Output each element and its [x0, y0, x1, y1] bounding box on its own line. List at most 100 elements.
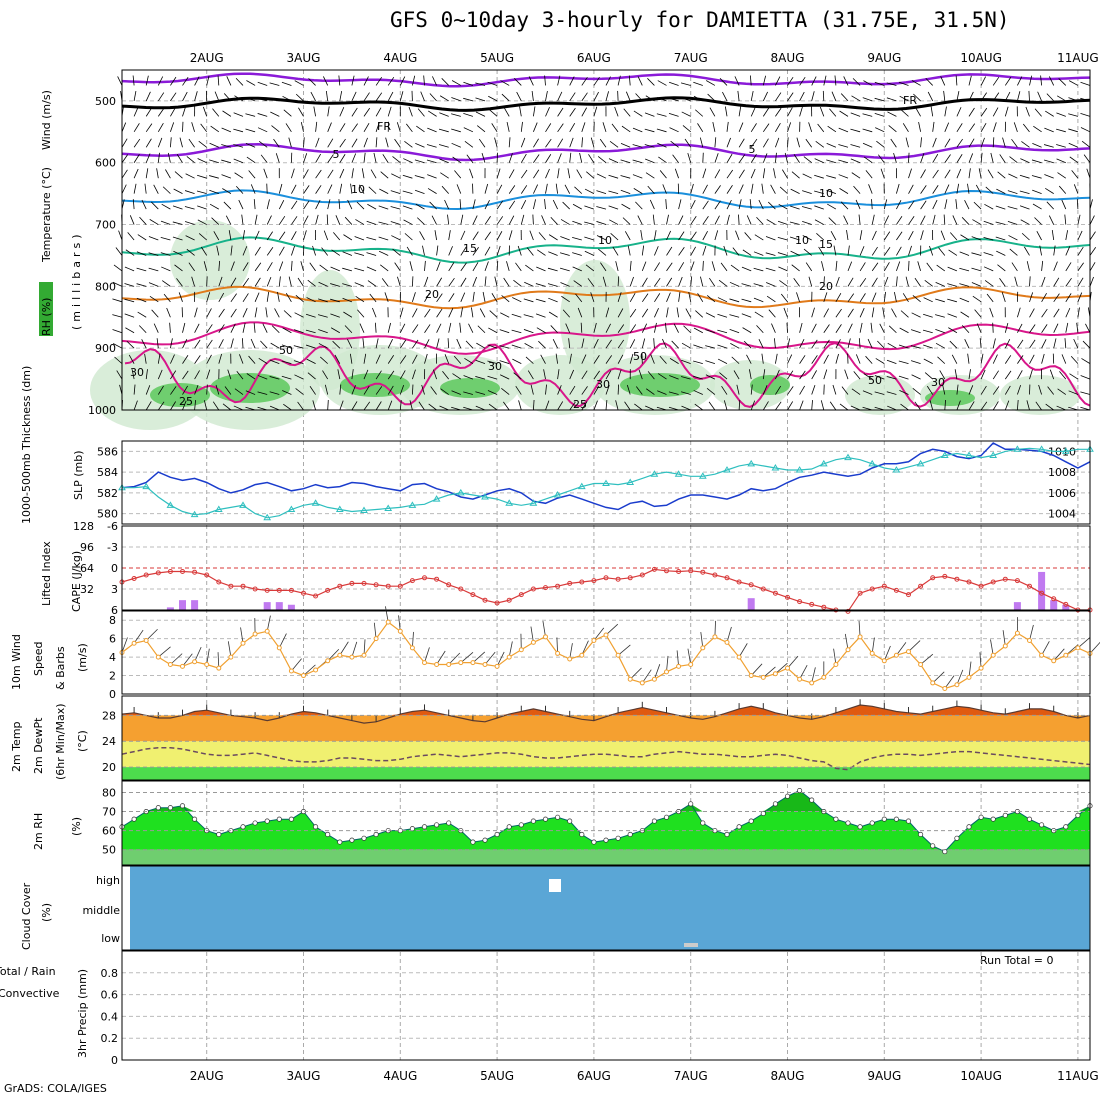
- wind-barb: [791, 264, 800, 272]
- lifted-index-point: [942, 573, 948, 579]
- wind-barb: [859, 293, 866, 303]
- wind-barb: [269, 391, 280, 395]
- wind-barb: [242, 246, 248, 256]
- wind-barb: [436, 338, 440, 349]
- lifted-index-point: [397, 583, 403, 589]
- wind-barb: [935, 342, 945, 349]
- wind-barb: [802, 190, 812, 195]
- date-label-top: 9AUG: [867, 51, 901, 65]
- rh-point: [313, 824, 319, 830]
- wind-barb: [409, 400, 413, 411]
- wind-barb: [910, 360, 921, 365]
- wind-barb: [133, 384, 136, 395]
- wind-barb: [242, 338, 244, 349]
- wind-barb: [726, 137, 731, 148]
- wind-barb: [815, 141, 825, 148]
- wind-barb: [803, 248, 812, 256]
- wind-barb: [1077, 277, 1084, 287]
- wind-barb: [533, 154, 540, 163]
- wind-barb: [456, 338, 462, 349]
- thickness-point: [626, 478, 635, 485]
- wind-barb: [964, 199, 970, 210]
- wind-barb: [245, 97, 256, 102]
- wind-barb: [823, 308, 829, 318]
- wind-barb: [307, 372, 316, 380]
- wind-barb: [318, 281, 328, 287]
- wind-barb: [706, 388, 716, 395]
- wind-barb: [668, 391, 679, 395]
- wind-barb: [1022, 123, 1030, 133]
- wind-barb: [850, 112, 861, 117]
- wind-barb: [170, 137, 172, 148]
- wind-barb: [835, 339, 841, 349]
- wind-barb: [629, 324, 637, 333]
- wind-barb: [310, 91, 316, 102]
- wind-barb-10m: [687, 648, 692, 665]
- wind-barb: [392, 248, 401, 256]
- wind-barb: [871, 246, 878, 256]
- wind-barb: [569, 401, 576, 411]
- date-label-bottom: 7AUG: [674, 1069, 708, 1083]
- wind-barb: [520, 137, 526, 148]
- wind-barb: [248, 170, 256, 179]
- wind-barb: [1053, 323, 1059, 333]
- wind-barb: [726, 121, 729, 132]
- wind-barb: [399, 355, 407, 364]
- wind-barb: [614, 106, 619, 117]
- wind-barb: [608, 190, 619, 195]
- wind-barb: [822, 90, 825, 101]
- wind-barb: [1049, 369, 1055, 380]
- wind-barb: [644, 144, 655, 148]
- wind-barb: [203, 400, 208, 411]
- wind-barb: [787, 401, 794, 411]
- rh-band-low: [122, 849, 1090, 865]
- wind-speed-point: [494, 663, 500, 669]
- lifted-index-point: [676, 569, 682, 574]
- rh-point: [530, 818, 536, 824]
- wind-barb: [323, 230, 329, 241]
- wind-barb: [489, 310, 498, 318]
- rh-point: [192, 816, 198, 822]
- wind-barb: [327, 106, 330, 117]
- wind-barb: [654, 322, 657, 333]
- wind-barb: [484, 200, 490, 210]
- wind-barb: [641, 338, 646, 349]
- wind-barb: [263, 168, 268, 179]
- date-label-bottom: 8AUG: [771, 1069, 805, 1083]
- wind-barb: [1020, 158, 1030, 164]
- wind-speed-point: [1063, 652, 1069, 658]
- wind-barb: [454, 170, 462, 179]
- wind-barb: [387, 91, 394, 102]
- wind-barb: [753, 283, 764, 287]
- wind-barb: [575, 293, 583, 303]
- wind-barb: [178, 292, 183, 302]
- cape-bar: [275, 602, 283, 610]
- wind-barb: [980, 353, 984, 364]
- wind-barb: [209, 189, 219, 195]
- wind-barb: [297, 401, 304, 411]
- wind-barb: [145, 369, 148, 380]
- wind-barb: [617, 339, 625, 349]
- wind-barb: [387, 385, 394, 395]
- wind-barb: [536, 266, 546, 272]
- wind-barb: [194, 76, 200, 86]
- wind-barb: [705, 360, 716, 365]
- wind-barb: [126, 340, 135, 349]
- wind-barb: [1021, 141, 1030, 148]
- wind-barb: [1034, 217, 1042, 225]
- wind-barb: [850, 158, 861, 164]
- date-label-top: 8AUG: [771, 51, 805, 65]
- date-label-top: 10AUG: [960, 51, 1002, 65]
- wind-barb: [198, 233, 207, 241]
- wind-barb: [496, 184, 503, 194]
- wind-barb: [351, 168, 354, 179]
- wind-barb: [831, 91, 837, 102]
- wind-barb: [898, 375, 909, 380]
- wind-barb: [908, 200, 915, 210]
- wind-barb: [313, 106, 316, 117]
- wind-barb: [580, 322, 583, 333]
- cloud-axis-label-b: (%): [40, 903, 53, 922]
- date-label-top: 4AUG: [383, 51, 417, 65]
- wind-barb: [835, 292, 842, 303]
- wind-barb: [647, 185, 655, 194]
